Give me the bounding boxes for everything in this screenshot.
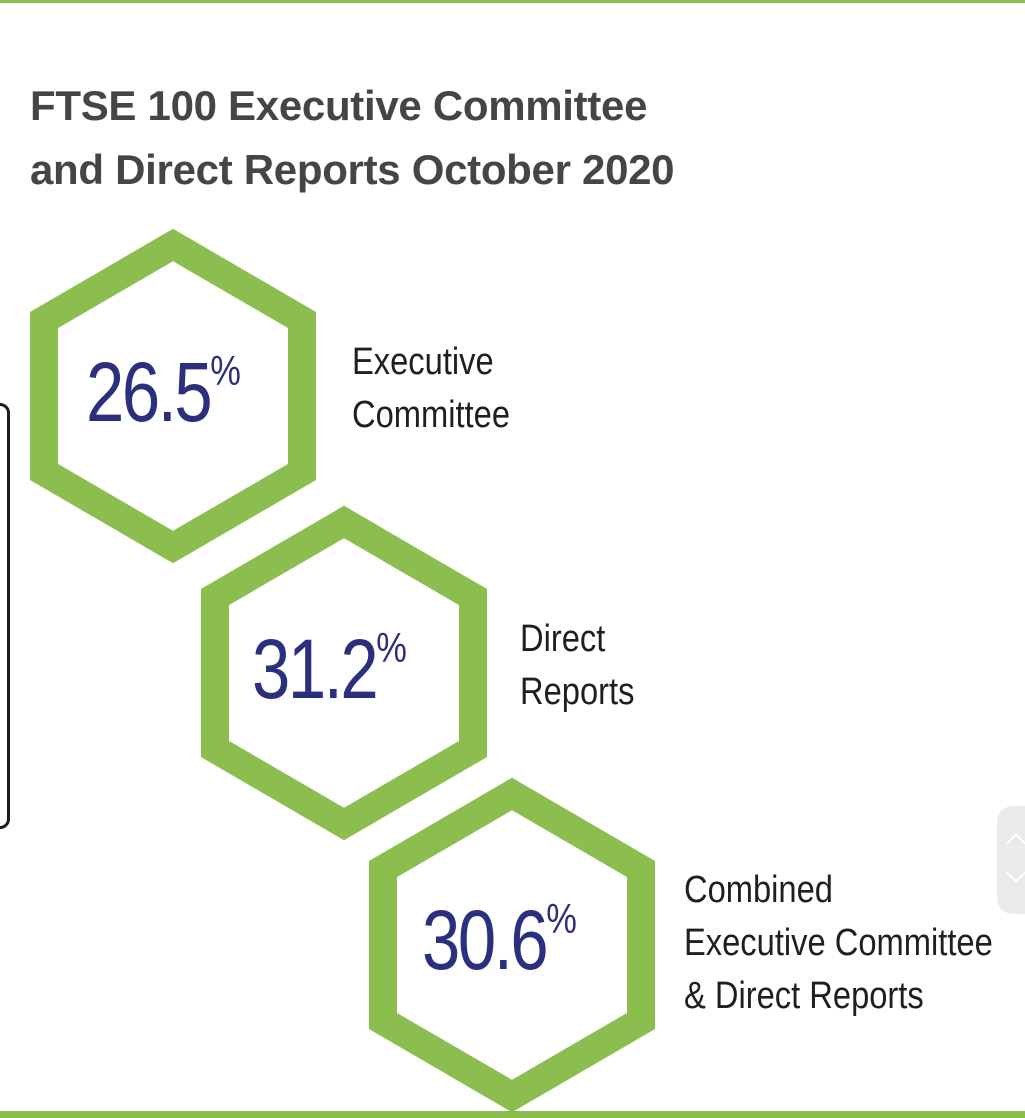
chevron-down-icon[interactable] [1006,863,1025,883]
hexagon-icon [369,777,655,1113]
chevron-up-icon[interactable] [1006,833,1025,853]
bottom-divider [0,1111,1025,1118]
scroll-buttons[interactable] [997,806,1025,914]
title-line-2: and Direct Reports October 2020 [30,146,675,193]
stat-value-direct-reports: 31.2% [252,622,407,716]
stat-label-executive-committee: Executive Committee [352,341,510,436]
top-divider [0,0,1025,3]
hexagon-icon [30,228,316,564]
page-title: FTSE 100 Executive Committee and Direct … [30,74,675,202]
stat-label-direct-reports: Direct Reports [520,618,635,713]
side-frame [0,403,10,829]
stat-value-executive-committee: 26.5% [86,345,241,439]
hexagon-icon [201,505,487,841]
title-line-1: FTSE 100 Executive Committee [30,82,648,129]
stat-value-combined: 30.6% [422,893,577,987]
stat-label-combined: Combined Executive Committee & Direct Re… [684,869,993,1017]
